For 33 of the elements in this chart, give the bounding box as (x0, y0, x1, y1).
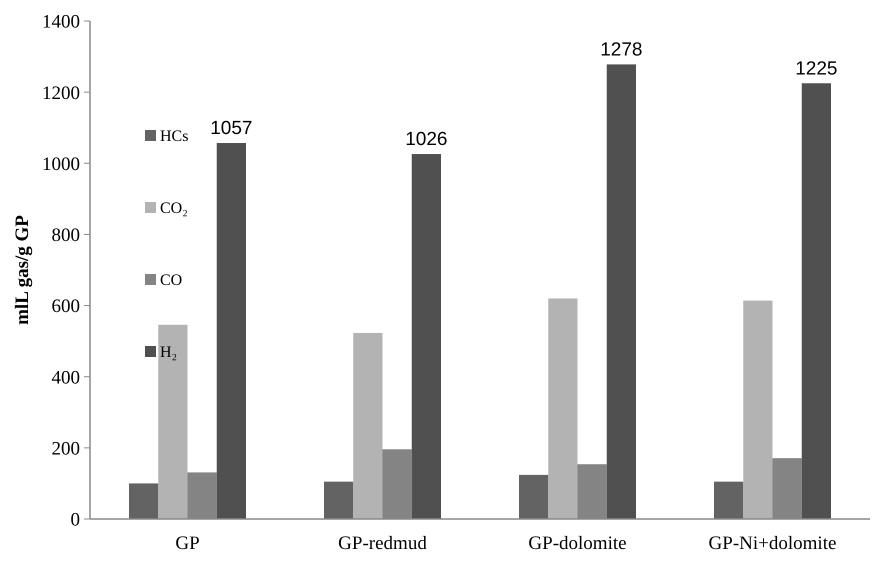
y-axis-title: mlL gas/g GP (12, 214, 33, 325)
bar (743, 300, 772, 519)
y-tick-label: 1200 (42, 82, 80, 104)
y-tick-label: 1000 (42, 154, 80, 175)
data-label: 1026 (405, 129, 448, 150)
bar (129, 483, 158, 519)
y-tick-label: 0 (70, 510, 80, 531)
bar (324, 482, 354, 519)
y-tick-label: 200 (52, 438, 80, 460)
bar (216, 143, 246, 519)
x-tick-label: GP-Ni+dolomite (708, 533, 836, 554)
bar (353, 332, 382, 519)
x-tick-label: GP (175, 533, 200, 554)
data-label: 1057 (210, 118, 253, 140)
bar (714, 482, 744, 519)
x-tick-label: GP-redmud (338, 533, 428, 554)
bar (158, 324, 188, 519)
bar (606, 64, 636, 519)
legend-label: CO₂ (160, 200, 188, 217)
data-label: 1225 (795, 58, 838, 80)
legend-label: CO (160, 272, 182, 289)
x-tick-label: GP-dolomite (528, 533, 627, 554)
legend-label: HCs (160, 128, 188, 145)
y-tick-label: 400 (52, 367, 80, 388)
data-label: 1278 (600, 39, 643, 60)
y-tick-label: 800 (52, 225, 80, 246)
legend-label: H₂ (160, 344, 178, 361)
bar (412, 154, 441, 519)
bar (519, 474, 548, 519)
y-tick-label: 1400 (42, 12, 80, 33)
bar (802, 83, 831, 519)
bar (548, 298, 578, 519)
y-tick-label: 600 (52, 296, 80, 318)
